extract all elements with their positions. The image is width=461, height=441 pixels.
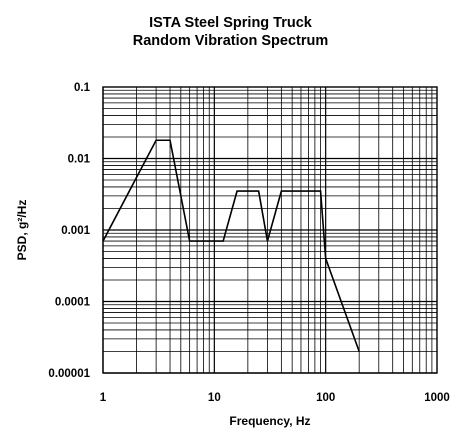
y-tick-labels: 0.1 0.01 0.001 0.0001 0.00001 — [48, 82, 90, 380]
x-tick-labels: 1 10 100 1000 — [100, 392, 450, 404]
y-tick-label: 0.001 — [61, 225, 90, 237]
x-tick-label: 100 — [316, 392, 335, 404]
chart-subtitle: Random Vibration Spectrum — [132, 33, 329, 49]
plot-frame — [102, 86, 438, 374]
x-tick-label: 1 — [100, 392, 107, 404]
y-axis-label: PSD, g²/Hz — [15, 200, 29, 261]
series-line-0 — [102, 139, 360, 352]
y-tick-label: 0.1 — [74, 82, 91, 94]
x-axis-label: Frequency, Hz — [229, 414, 310, 428]
y-tick-label: 0.00001 — [48, 368, 90, 380]
series-layer — [102, 139, 360, 352]
chart-title: ISTA Steel Spring Truck — [149, 15, 312, 31]
y-tick-label: 0.01 — [68, 154, 91, 166]
y-tick-label: 0.0001 — [55, 297, 91, 309]
x-tick-label: 1000 — [424, 392, 450, 404]
x-tick-label: 10 — [208, 392, 221, 404]
